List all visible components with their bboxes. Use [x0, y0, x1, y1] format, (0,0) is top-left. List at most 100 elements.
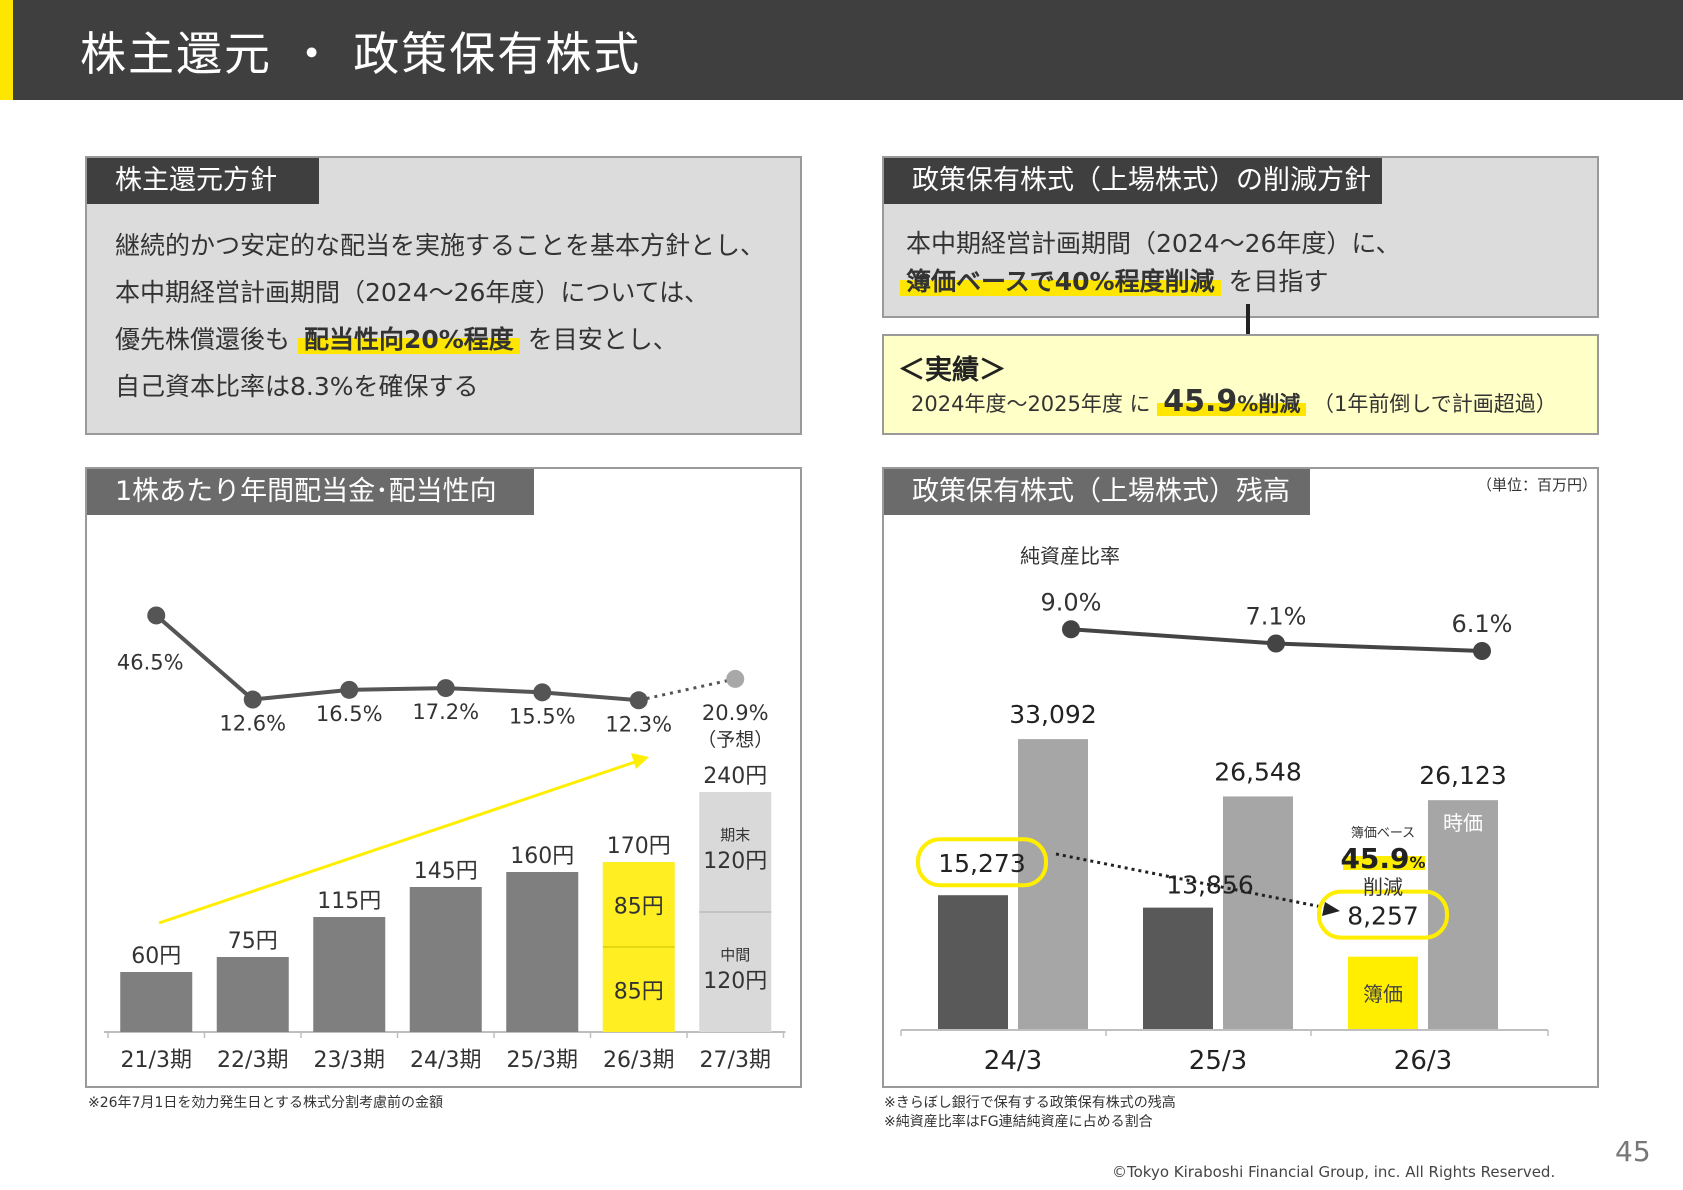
result-period: 2024年度～2025年度 に — [911, 392, 1151, 416]
dividend-bar-interim — [602, 947, 675, 1032]
bar-segment-caption: 期末 — [720, 826, 750, 844]
dividend-bar — [216, 957, 289, 1032]
dividend-category-label: 25/3期 — [507, 1048, 578, 1073]
dividend-value-label: 75円 — [228, 929, 278, 954]
result-title: ＜実績＞ — [898, 355, 1006, 386]
reduction-line-2-post: を目指す — [1228, 267, 1329, 296]
dividend-category-label: 27/3期 — [700, 1048, 771, 1073]
dividend-category-label: 24/3期 — [410, 1048, 481, 1073]
holdings-bars — [900, 739, 1549, 1036]
holdings-tab: 政策保有株式（上場株式）残高 — [884, 469, 1310, 515]
dividend-value-label: 145円 — [414, 859, 478, 884]
holdings-category-label: 26/3 — [1394, 1046, 1452, 1076]
book-value-highlight — [916, 837, 1048, 888]
dividend-category-label: 21/3期 — [121, 1048, 192, 1073]
payout-ratio-label: 16.5% — [316, 702, 383, 726]
result-line: 2024年度～2025年度 に 45.9%削減 （1年前倒しで計画超過） — [911, 384, 1557, 419]
market-value-label: 33,092 — [1009, 700, 1096, 729]
dividend-value-label: 115円 — [317, 889, 381, 914]
dividend-labels: 60円 21/3期 75円 22/3期 115円 23/3期 145円 24/3期 160円 25… — [117, 650, 773, 1073]
market-value-bar — [1223, 796, 1293, 1029]
page-title: 株主還元 ・ 政策保有株式 — [80, 27, 642, 81]
net-asset-ratio-point — [1267, 634, 1285, 653]
book-value-bar — [938, 895, 1008, 1029]
dividend-category-label: 23/3期 — [314, 1048, 385, 1073]
book-value-tag: 簿価 — [1363, 982, 1403, 1006]
book-value-label: 8,257 — [1347, 902, 1419, 931]
policy-tab: 株主還元方針 — [87, 158, 319, 204]
bar-segment-label: 85円 — [614, 980, 664, 1005]
policy-line-3-post: を目安とし、 — [527, 325, 678, 354]
reduction-target-highlight: 簿価ベースで40%程度削減 — [900, 267, 1221, 296]
payout-ratio-point — [340, 680, 359, 699]
market-value-label: 26,123 — [1419, 761, 1506, 790]
bar-segment-label: 120円 — [703, 849, 767, 874]
policy-line-2: 本中期経営計画期間（2024～26年度）については、 — [115, 278, 710, 307]
bar-segment-label: 85円 — [614, 895, 664, 920]
dividend-bar — [409, 887, 482, 1032]
payout-ratio-label: 12.3% — [605, 712, 672, 736]
policy-line-3-pre: 優先株償還後も — [115, 325, 291, 354]
reduction-arrow — [1055, 852, 1333, 911]
forecast-label: （予想） — [697, 729, 773, 751]
payout-ratio-point — [436, 679, 455, 698]
dividend-footnote: ※26年7月1日を効力発生日とする株式分割考慮前の金額 — [88, 1095, 443, 1111]
dividend-bar-final — [602, 862, 675, 947]
callout-unit: % — [1410, 853, 1426, 872]
dividend-bar — [506, 872, 579, 1032]
bar-segment-label: 120円 — [703, 969, 767, 994]
market-value-bar — [1428, 800, 1498, 1029]
reduction-line-2: 簿価ベースで40%程度削減 を目指す — [900, 262, 1329, 298]
holdings-category-label: 25/3 — [1189, 1046, 1247, 1076]
reduction-arrow-head — [1322, 902, 1340, 916]
result-unit: %削減 — [1237, 392, 1301, 416]
payout-ratio-label: 46.5% — [117, 650, 184, 674]
net-asset-ratio-point — [1062, 620, 1080, 639]
payout-ratio-path — [154, 613, 639, 703]
net-asset-ratio-line — [1062, 620, 1491, 660]
net-asset-ratio-point — [1473, 642, 1491, 660]
book-value-bar — [1143, 907, 1213, 1029]
holdings-category-label: 24/3 — [984, 1046, 1042, 1076]
market-value-label: 26,548 — [1214, 757, 1301, 786]
book-value-label: 13,856 — [1166, 871, 1253, 900]
payout-ratio-label: 17.2% — [412, 700, 479, 724]
dividend-category-label: 22/3期 — [217, 1048, 288, 1073]
dividend-bar-final — [699, 792, 772, 912]
payout-ratio-point — [533, 683, 552, 702]
payout-ratio-point — [243, 690, 262, 709]
net-asset-ratio-label: 6.1% — [1452, 610, 1513, 638]
payout-ratio-label: 15.5% — [509, 704, 576, 728]
payout-target-highlight: 配当性向20%程度 — [297, 325, 520, 354]
trend-arrow-head — [631, 753, 649, 769]
payout-ratio-point — [726, 669, 745, 688]
market-value-tag: 時価 — [1443, 811, 1483, 835]
net-asset-ratio-label: 9.0% — [1041, 588, 1102, 616]
dividend-value-label: 170円 — [607, 834, 671, 859]
line-title: 純資産比率 — [1020, 544, 1120, 568]
header-bar — [0, 0, 1683, 100]
payout-ratio-label: 12.6% — [219, 712, 286, 736]
book-value-label: 15,273 — [938, 849, 1025, 878]
holdings-footnote-1: ※きらぼし銀行で保有する政策保有株式の残高 — [884, 1095, 1176, 1111]
callout-highlight — [1343, 856, 1425, 870]
payout-ratio-point — [147, 606, 166, 625]
payout-ratio-forecast-path — [638, 677, 736, 702]
dividend-value-label: 240円 — [703, 764, 767, 789]
policy-line-3: 優先株償還後も 配当性向20%程度 を目安とし、 — [115, 320, 678, 356]
payout-ratio-line — [147, 606, 745, 710]
dividend-value-label: 60円 — [131, 944, 181, 969]
policy-line-1: 継続的かつ安定的な配当を実施することを基本方針とし、 — [115, 231, 766, 260]
dividend-category-label: 26/3期 — [603, 1048, 674, 1073]
unit-label: （単位：百万円） — [1477, 476, 1598, 494]
result-highlight: 45.9%削減 — [1157, 384, 1307, 419]
holdings-labels: 33,092 24/3 15,273 26,548 25/3 13,856 26,123 26… — [916, 544, 1513, 1076]
payout-ratio-point — [629, 691, 648, 710]
result-value: 45.9 — [1163, 384, 1238, 419]
holdings-footnote-2: ※純資産比率はFG連結純資産に占める割合 — [884, 1114, 1153, 1130]
dividend-chart: 60円 21/3期 75円 22/3期 115円 23/3期 145円 24/3期 160円 25… — [104, 606, 786, 1073]
dividend-bar-interim — [699, 912, 772, 1032]
reduction-tab: 政策保有株式（上場株式）の削減方針 — [884, 158, 1382, 204]
copyright: ©Tokyo Kiraboshi Financial Group, inc. A… — [1112, 1163, 1556, 1181]
callout-number: 45.9 — [1340, 842, 1409, 875]
